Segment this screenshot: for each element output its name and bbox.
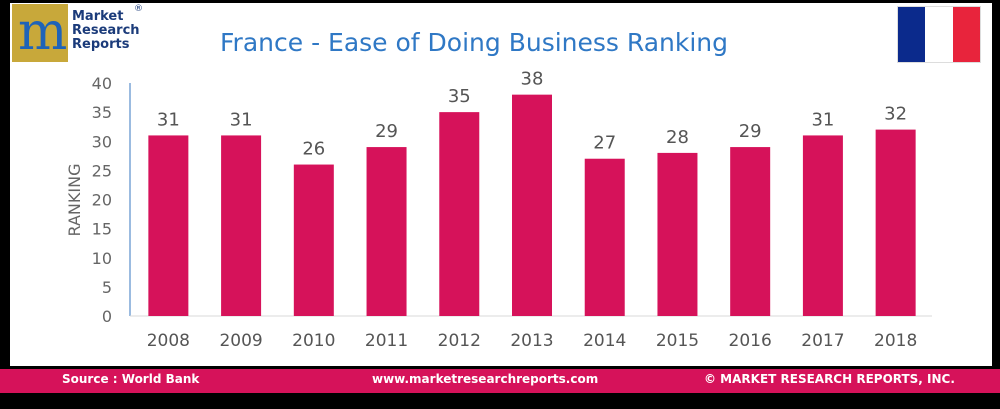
bar bbox=[802, 135, 843, 316]
logo-line-1: Market bbox=[72, 9, 124, 24]
bar bbox=[584, 158, 625, 316]
x-tick-label: 2012 bbox=[438, 331, 481, 351]
bar bbox=[512, 94, 552, 317]
y-tick-label: 15 bbox=[92, 220, 112, 239]
chart-title: France - Ease of Doing Business Ranking bbox=[220, 28, 729, 57]
y-tick-label: 5 bbox=[102, 278, 112, 297]
y-tick-label: 30 bbox=[92, 132, 112, 151]
logo: m Market Research Reports ® bbox=[12, 2, 143, 62]
x-tick-label: 2016 bbox=[729, 331, 772, 351]
x-tick-label: 2015 bbox=[656, 331, 699, 351]
footer-copyright: © MARKET RESEARCH REPORTS, INC. bbox=[704, 372, 955, 386]
registered-mark: ® bbox=[134, 4, 143, 14]
data-label: 31 bbox=[811, 109, 834, 130]
data-label: 31 bbox=[157, 109, 180, 130]
data-label: 38 bbox=[521, 69, 544, 90]
y-tick-label: 0 bbox=[102, 307, 112, 326]
y-tick-label: 10 bbox=[92, 249, 112, 268]
logo-line-2: Research bbox=[72, 23, 140, 38]
data-label: 32 bbox=[884, 104, 907, 125]
logo-line-3: Reports bbox=[72, 37, 130, 52]
data-label: 27 bbox=[593, 133, 616, 154]
y-tick-label: 25 bbox=[92, 161, 112, 180]
bar bbox=[730, 147, 771, 316]
flag-stripe-red bbox=[952, 7, 980, 62]
logo-text: Market Research Reports bbox=[72, 10, 140, 52]
data-label: 29 bbox=[739, 121, 762, 142]
bar bbox=[366, 147, 407, 316]
x-tick-label: 2009 bbox=[219, 331, 262, 351]
bar bbox=[657, 152, 698, 316]
x-tick-label: 2011 bbox=[365, 331, 408, 351]
bar bbox=[148, 135, 189, 316]
x-tick-label: 2017 bbox=[801, 331, 844, 351]
bar bbox=[439, 112, 480, 316]
x-tick-label: 2018 bbox=[874, 331, 917, 351]
y-axis-label: RANKING bbox=[65, 164, 84, 237]
footer-url[interactable]: www.marketresearchreports.com bbox=[372, 372, 599, 386]
footer-bar: Source : World Bank www.marketresearchre… bbox=[0, 369, 1000, 393]
data-label: 29 bbox=[375, 121, 398, 142]
flag-stripe-white bbox=[925, 7, 953, 62]
x-tick-label: 2010 bbox=[292, 331, 335, 351]
y-tick-label: 35 bbox=[92, 103, 112, 122]
bar bbox=[293, 164, 334, 316]
y-tick-label: 20 bbox=[92, 191, 112, 210]
logo-mark: m bbox=[12, 2, 68, 62]
y-tick-label: 40 bbox=[92, 74, 112, 93]
logo-mark-letter: m bbox=[18, 2, 68, 62]
x-tick-label: 2008 bbox=[147, 331, 190, 351]
data-label: 31 bbox=[230, 109, 253, 130]
bar bbox=[221, 135, 262, 316]
france-flag-icon bbox=[897, 6, 981, 63]
x-tick-label: 2014 bbox=[583, 331, 626, 351]
footer-source: Source : World Bank bbox=[62, 372, 200, 386]
bar-chart: 0 5 10 15 20 25 30 35 40 RANKING 31 2008 31 2009 26 201… bbox=[65, 69, 932, 351]
x-tick-label: 2013 bbox=[510, 331, 553, 351]
data-label: 28 bbox=[666, 127, 689, 148]
data-label: 35 bbox=[448, 86, 471, 107]
data-label: 26 bbox=[302, 139, 325, 160]
bar bbox=[875, 129, 916, 316]
flag-stripe-blue bbox=[898, 7, 926, 62]
